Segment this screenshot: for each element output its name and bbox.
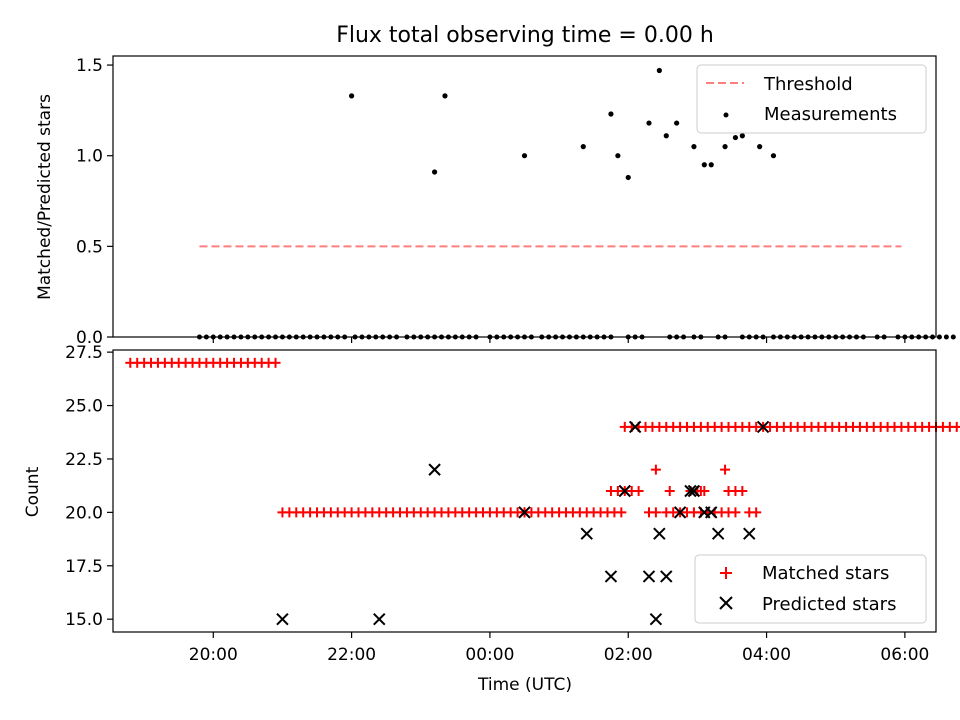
- measurement-point: [521, 153, 528, 159]
- bottom-y-tick-label: 27.5: [65, 343, 103, 363]
- bottom-x-ticks: 20:00 22:00 00:00 02:00 04:00 06:00: [189, 632, 929, 665]
- top-y-tick-label: 1.5: [76, 56, 103, 76]
- matched-star-point: [751, 507, 762, 518]
- chart-title: Flux total observing time = 0.00 h: [336, 23, 714, 48]
- bottom-x-tick-label: 04:00: [742, 645, 791, 665]
- predicted-star-point: [705, 506, 718, 519]
- matched-star-point: [730, 507, 741, 518]
- measurement-point: [663, 133, 669, 139]
- predicted-star-point: [580, 527, 593, 540]
- measurement-point: [608, 111, 614, 117]
- matched-legend-swatch: [720, 567, 732, 579]
- predicted-star-point: [653, 527, 666, 540]
- measurement-point: [431, 169, 438, 175]
- measurement-point: [442, 93, 448, 99]
- bottom-y-tick-label: 25.0: [65, 397, 103, 417]
- bottom-y-tick-label: 15.0: [65, 610, 103, 630]
- top-panel: 0.0 0.5 1.0 1.5 Matched/Predicted stars Thr…: [35, 55, 956, 348]
- measurement-point: [739, 133, 745, 139]
- matched-star-point: [650, 507, 661, 518]
- measurement-point: [580, 144, 586, 150]
- measurement-point: [770, 153, 777, 159]
- predicted-star-point: [618, 484, 631, 498]
- predicted-star-point: [604, 570, 618, 583]
- matched-star-point: [720, 464, 731, 475]
- predicted-star-point: [649, 612, 663, 626]
- predicted-star-point: [756, 420, 770, 434]
- top-axes-frame: [112, 55, 937, 338]
- measurement-point: [943, 334, 949, 340]
- measurement-point: [674, 120, 680, 126]
- top-y-tick-label: 0.5: [76, 237, 103, 257]
- matched-legend-label: Matched stars: [762, 563, 889, 584]
- top-y-ticks: 0.0 0.5 1.0 1.5: [76, 56, 113, 348]
- bottom-y-axis-label: Count: [23, 466, 43, 517]
- top-y-tick-label: 1.0: [76, 147, 103, 167]
- measurements-legend-swatch: [723, 112, 729, 118]
- bottom-y-ticks: 15.0 17.5 20.0 22.5 25.0 27.5: [65, 343, 113, 630]
- top-x-ticks: [212, 337, 906, 343]
- matched-star-point: [633, 486, 644, 496]
- bottom-y-tick-label: 20.0: [65, 503, 103, 523]
- measurement-point: [708, 162, 714, 168]
- measurement-point: [732, 134, 739, 141]
- measurement-point: [656, 67, 662, 74]
- predicted-legend-swatch: [719, 596, 733, 610]
- bottom-legend: Matched stars Predicted stars: [694, 554, 927, 624]
- measurement-point: [950, 334, 956, 340]
- predicted-star-point: [628, 420, 642, 434]
- bottom-x-tick-label: 02:00: [604, 645, 653, 665]
- predicted-legend-label: Predicted stars: [762, 594, 896, 615]
- predicted-star-point: [276, 612, 289, 626]
- measurement-point: [625, 174, 631, 181]
- bottom-x-tick-label: 06:00: [880, 645, 929, 665]
- bottom-x-tick-label: 22:00: [327, 645, 376, 665]
- bottom-axes-frame: [112, 349, 937, 633]
- x-axis-label: Time (UTC): [477, 675, 572, 695]
- predicted-star-point: [518, 506, 531, 519]
- bottom-legend-box: [694, 554, 927, 624]
- predicted-star-point: [373, 612, 386, 626]
- measurement-point: [936, 334, 942, 340]
- predicted-star-point: [673, 506, 687, 519]
- measurements-legend-label: Measurements: [764, 104, 897, 125]
- matched-star-point: [270, 357, 281, 368]
- measurement-point: [349, 93, 355, 99]
- measurement-point: [646, 120, 652, 126]
- measurement-point: [615, 153, 621, 159]
- matched-star-point: [695, 486, 706, 496]
- predicted-star-point: [642, 570, 656, 583]
- predicted-star-point: [711, 527, 725, 540]
- top-y-tick-label: 0.0: [76, 328, 103, 348]
- measurement-point: [722, 144, 728, 150]
- matched-star-point: [650, 464, 661, 475]
- matched-star-point: [951, 421, 960, 432]
- predicted-star-point: [428, 463, 441, 476]
- top-legend: Threshold Measurements: [696, 64, 927, 134]
- bottom-x-tick-label: 00:00: [465, 645, 514, 665]
- measurement-point: [701, 162, 707, 168]
- bottom-y-tick-label: 22.5: [65, 450, 103, 470]
- matched-star-point: [616, 507, 627, 518]
- top-legend-box: [696, 64, 927, 134]
- matched-star-point: [664, 486, 675, 496]
- bottom-x-tick-label: 20:00: [189, 645, 238, 665]
- threshold-legend-label: Threshold: [763, 74, 853, 95]
- top-y-axis-label: Matched/Predicted stars: [35, 94, 55, 300]
- bottom-panel: 15.0 17.5 20.0 22.5 25.0 27.5 20:00 22:00 00:00…: [23, 343, 960, 695]
- measurement-point: [691, 144, 697, 150]
- matched-star-point: [737, 486, 748, 496]
- measurement-point: [757, 144, 763, 150]
- predicted-star-point: [684, 484, 697, 498]
- bottom-plot-area: [125, 357, 960, 626]
- predicted-star-point: [743, 527, 756, 540]
- bottom-y-tick-label: 17.5: [65, 557, 103, 577]
- predicted-star-point: [687, 484, 701, 498]
- predicted-star-point: [660, 570, 673, 583]
